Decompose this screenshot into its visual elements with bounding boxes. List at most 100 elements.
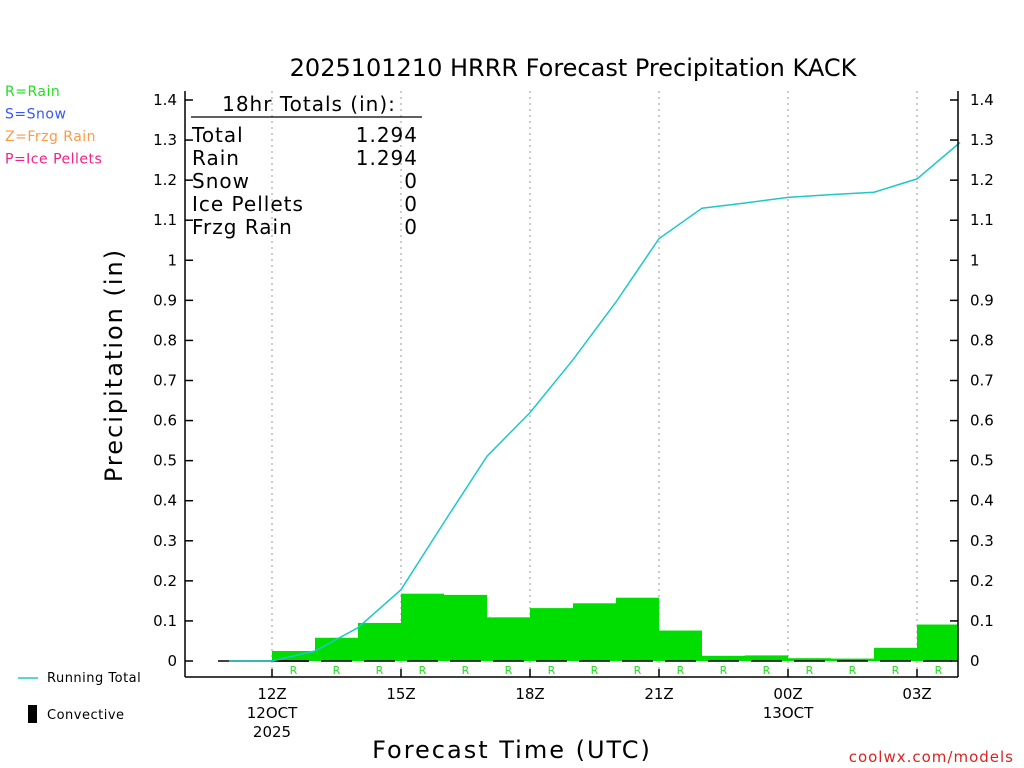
x-tick-label-0-2: 2025 bbox=[253, 723, 291, 741]
totals-label-0: Total bbox=[191, 123, 244, 147]
y-tick-label-right-4: 0.4 bbox=[970, 492, 994, 510]
y-tick-label-left-3: 0.3 bbox=[153, 532, 177, 550]
type-marker-7: R bbox=[591, 664, 599, 677]
type-marker-5: R bbox=[505, 664, 513, 677]
totals-value-0: 1.294 bbox=[356, 123, 418, 147]
bar-13 bbox=[831, 658, 874, 661]
y-tick-label-left-10: 1 bbox=[167, 251, 177, 269]
y-tick-label-left-5: 0.5 bbox=[153, 452, 177, 470]
x-tick-label-5-0: 03Z bbox=[902, 685, 931, 703]
bar-4 bbox=[444, 594, 487, 661]
y-tick-label-right-14: 1.4 bbox=[970, 91, 994, 109]
type-legend-2: Z=Frzg Rain bbox=[5, 129, 96, 145]
type-marker-6: R bbox=[548, 664, 556, 677]
y-tick-label-right-6: 0.6 bbox=[970, 412, 994, 430]
totals-value-2: 0 bbox=[404, 169, 418, 193]
x-tick-label-1-0: 15Z bbox=[386, 685, 415, 703]
type-legend-3: P=Ice Pellets bbox=[5, 152, 102, 168]
totals-value-4: 0 bbox=[404, 215, 418, 239]
totals-label-1: Rain bbox=[192, 146, 240, 170]
x-tick-label-2-0: 18Z bbox=[515, 685, 544, 703]
y-tick-label-left-14: 1.4 bbox=[153, 91, 177, 109]
y-tick-label-left-9: 0.9 bbox=[153, 291, 177, 309]
bar-14 bbox=[874, 647, 917, 661]
x-tick-label-0-1: 12OCT bbox=[247, 704, 298, 722]
legend-block-swatch bbox=[28, 705, 37, 723]
legend-label-1: Convective bbox=[47, 708, 125, 723]
type-marker-9: R bbox=[677, 664, 685, 677]
bar-10 bbox=[702, 655, 745, 661]
hourly-bars bbox=[218, 593, 958, 662]
type-marker-10: R bbox=[720, 664, 728, 677]
bar-2 bbox=[358, 622, 401, 661]
type-marker-12: R bbox=[806, 664, 814, 677]
totals-label-3: Ice Pellets bbox=[192, 192, 304, 216]
totals-label-4: Frzg Rain bbox=[192, 215, 293, 239]
bar-6 bbox=[530, 608, 573, 661]
type-legend-1: S=Snow bbox=[5, 107, 66, 123]
bar-9 bbox=[659, 630, 702, 661]
y-tick-label-left-13: 1.3 bbox=[153, 131, 177, 149]
axes bbox=[184, 91, 959, 678]
type-marker-15: R bbox=[935, 664, 943, 677]
grid bbox=[271, 91, 918, 677]
y-tick-label-left-11: 1.1 bbox=[153, 211, 177, 229]
type-marker-13: R bbox=[849, 664, 857, 677]
y-tick-label-left-2: 0.2 bbox=[153, 572, 177, 590]
x-tick-label-0-0: 12Z bbox=[257, 685, 286, 703]
precip-type-legend: R=Rain S=Snow Z=Frzg Rain P=Ice Pellets bbox=[5, 84, 102, 168]
type-marker-4: R bbox=[462, 664, 470, 677]
bar-12 bbox=[788, 658, 831, 661]
y-tick-label-left-1: 0.1 bbox=[153, 612, 177, 630]
type-marker-11: R bbox=[763, 664, 771, 677]
y-tick-label-left-8: 0.8 bbox=[153, 331, 177, 349]
type-marker-14: R bbox=[892, 664, 900, 677]
y-tick-label-left-6: 0.6 bbox=[153, 412, 177, 430]
chart-title: 2025101210 HRRR Forecast Precipitation K… bbox=[290, 54, 858, 82]
y-tick-label-right-13: 1.3 bbox=[970, 131, 994, 149]
y-ticks-left: 0 0.1 0.2 0.3 0.4 0.5 0.6 0.7 0.8 0.9 1 1.1 1.2 1.3 1.… bbox=[153, 91, 193, 670]
bar-11 bbox=[745, 655, 788, 661]
type-marker-0: R bbox=[290, 664, 298, 677]
x-axis-label: Forecast Time (UTC) bbox=[372, 736, 652, 764]
y-tick-label-right-8: 0.8 bbox=[970, 331, 994, 349]
y-tick-label-right-2: 0.2 bbox=[970, 572, 994, 590]
type-marker-3: R bbox=[419, 664, 427, 677]
y-tick-label-right-10: 1 bbox=[970, 251, 980, 269]
y-tick-label-right-9: 0.9 bbox=[970, 291, 994, 309]
y-tick-label-right-5: 0.5 bbox=[970, 452, 994, 470]
series-legend: Running Total Convective bbox=[18, 671, 141, 723]
y-tick-label-left-4: 0.4 bbox=[153, 492, 177, 510]
type-marker-2: R bbox=[376, 664, 384, 677]
bar-1 bbox=[315, 637, 358, 661]
type-marker-1: R bbox=[333, 664, 341, 677]
bar-8 bbox=[616, 597, 659, 661]
totals-box: 18hr Totals (in): Total 1.294 Rain 1.294 Snow… bbox=[191, 92, 422, 239]
credit-text: coolwx.com/models bbox=[849, 748, 1014, 766]
type-legend-0: R=Rain bbox=[5, 84, 60, 100]
x-tick-label-4-0: 00Z bbox=[773, 685, 802, 703]
y-tick-label-right-12: 1.2 bbox=[970, 171, 994, 189]
bar-5 bbox=[487, 617, 530, 661]
y-tick-label-right-3: 0.3 bbox=[970, 532, 994, 550]
y-tick-label-left-12: 1.2 bbox=[153, 171, 177, 189]
bar-3 bbox=[401, 593, 444, 661]
y-tick-label-right-11: 1.1 bbox=[970, 211, 994, 229]
y-tick-label-left-0: 0 bbox=[167, 652, 177, 670]
bar-7 bbox=[573, 603, 616, 661]
y-tick-label-right-7: 0.7 bbox=[970, 372, 994, 390]
x-tick-label-3-0: 21Z bbox=[644, 685, 673, 703]
type-marker-8: R bbox=[634, 664, 642, 677]
totals-heading: 18hr Totals (in): bbox=[222, 92, 396, 116]
totals-value-1: 1.294 bbox=[356, 146, 418, 170]
running-total-polyline bbox=[229, 141, 961, 662]
y-tick-label-right-1: 0.1 bbox=[970, 612, 994, 630]
legend-label-0: Running Total bbox=[47, 671, 141, 686]
totals-value-3: 0 bbox=[404, 192, 418, 216]
x-tick-label-4-1: 13OCT bbox=[763, 704, 814, 722]
y-tick-label-left-7: 0.7 bbox=[153, 372, 177, 390]
bar-15 bbox=[917, 624, 958, 661]
y-ticks-right: 0 0.1 0.2 0.3 0.4 0.5 0.6 0.7 0.8 0.9 1 1.1 1.2 1.3 1.… bbox=[950, 91, 994, 670]
